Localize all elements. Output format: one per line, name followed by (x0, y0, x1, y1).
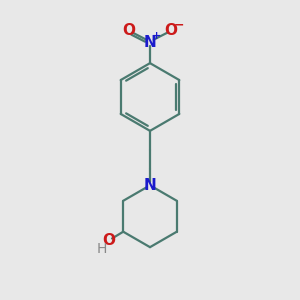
Text: −: − (174, 18, 185, 32)
Text: N: N (144, 178, 156, 193)
Text: +: + (152, 31, 161, 41)
Text: O: O (102, 233, 115, 248)
Text: O: O (165, 23, 178, 38)
Text: H: H (97, 242, 107, 256)
Text: N: N (144, 35, 156, 50)
Text: O: O (122, 23, 135, 38)
